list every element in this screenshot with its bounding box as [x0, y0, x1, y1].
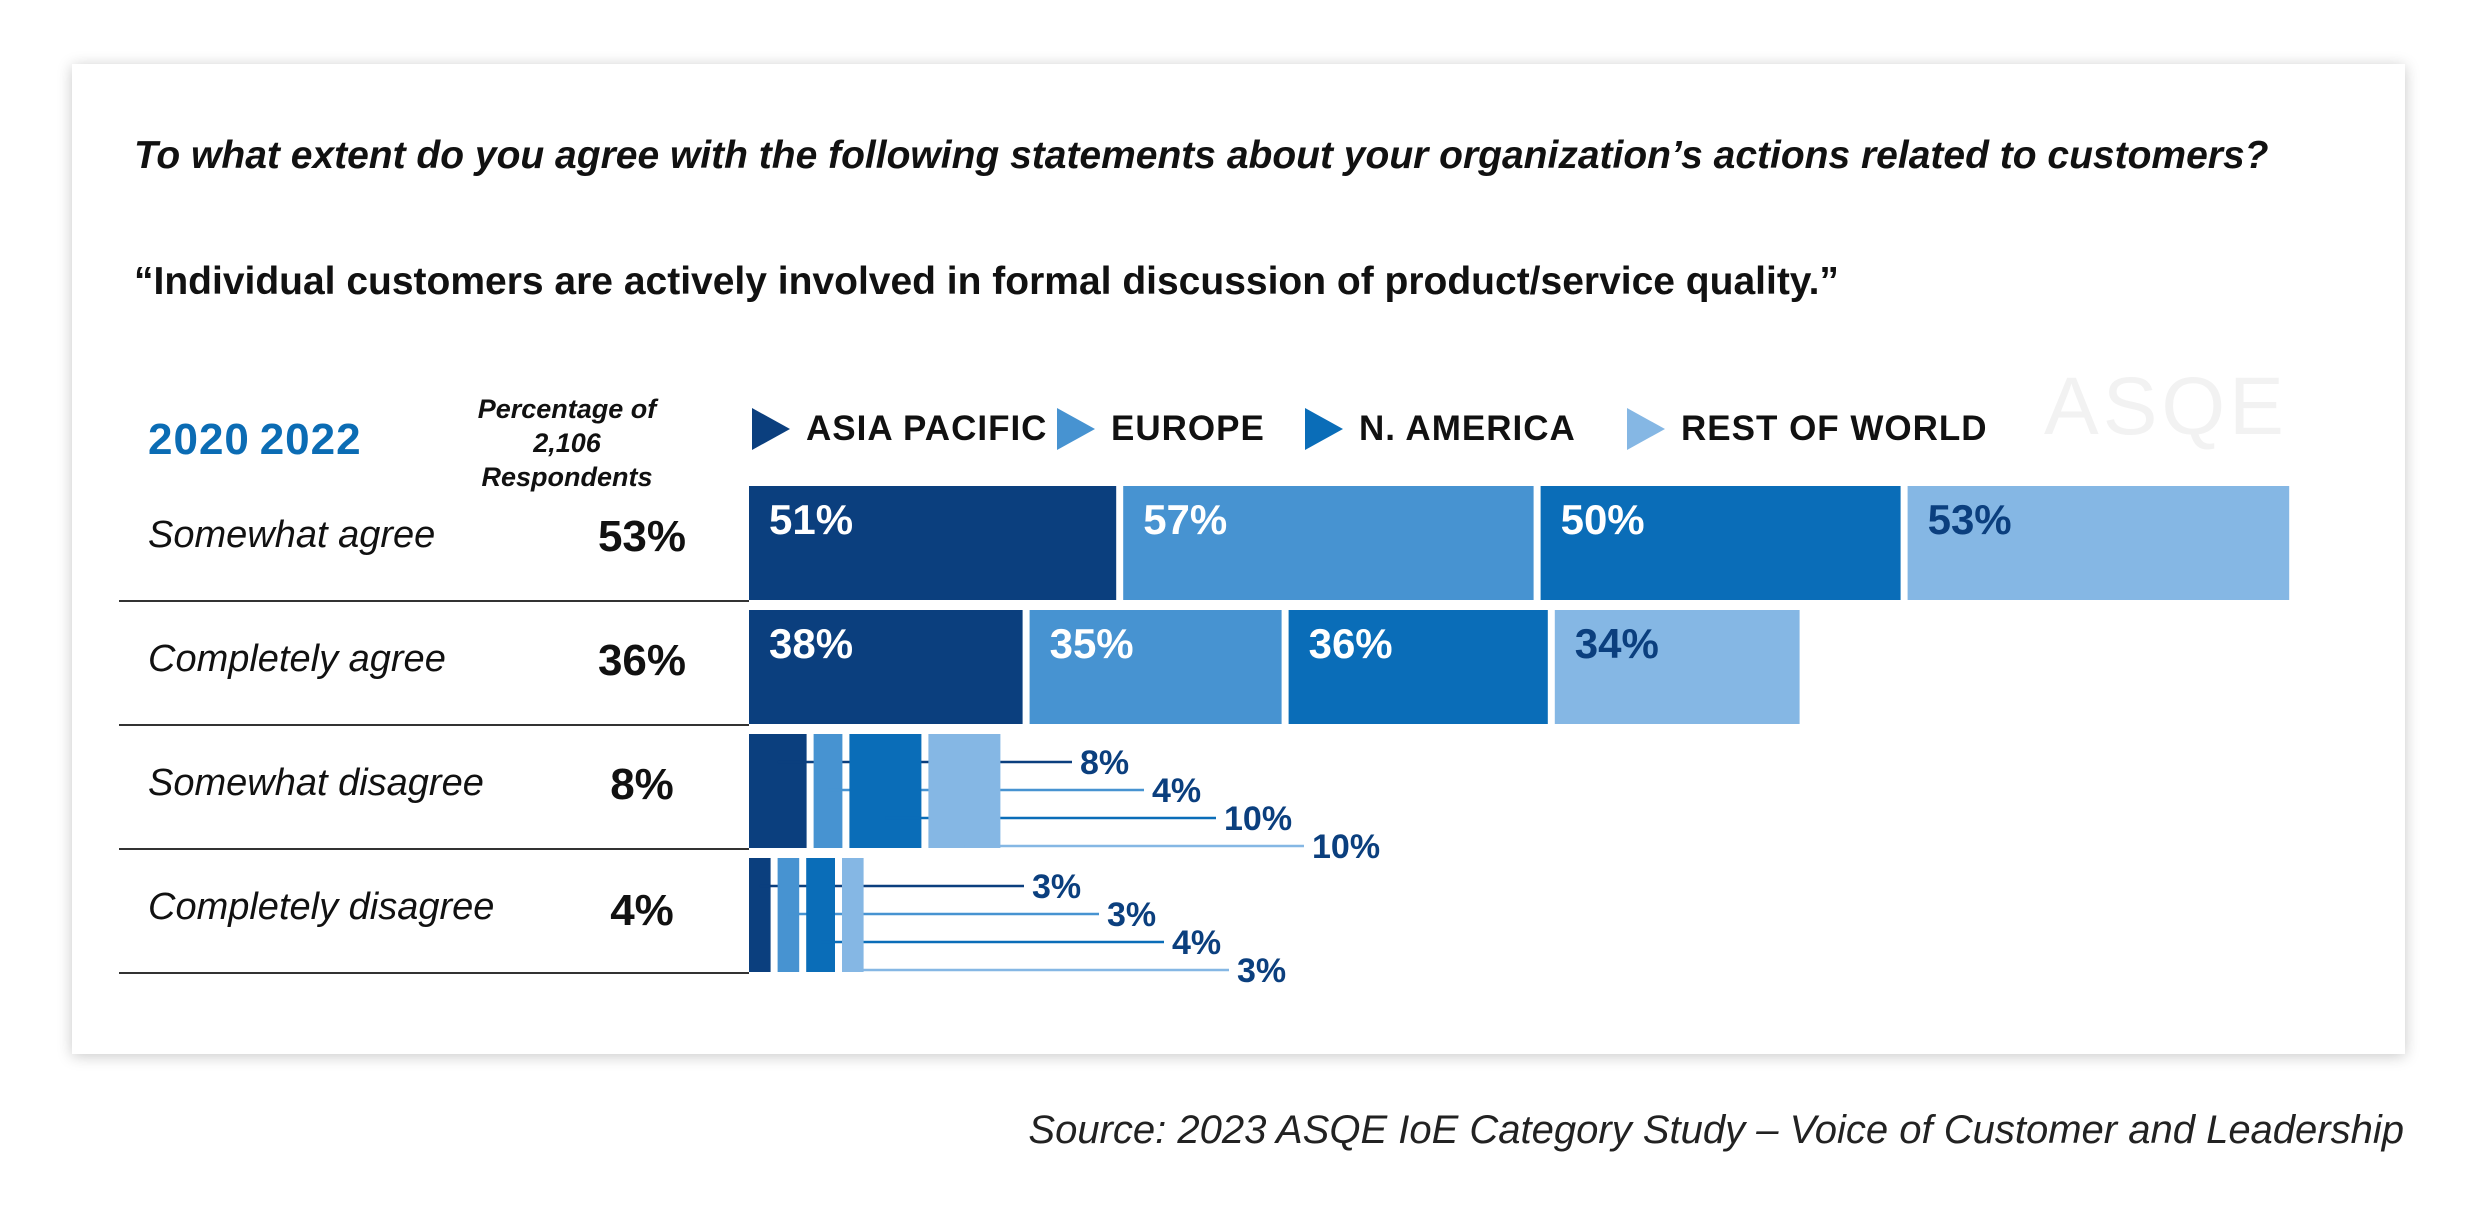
bar-completely-disagree-rest-of-world	[842, 858, 864, 972]
legend-rest-of-world: REST OF WORLD	[1627, 404, 1988, 454]
data-label: 10%	[1224, 800, 1292, 838]
chart-statement: “Individual customers are actively invol…	[134, 260, 1839, 303]
legend-label: EUROPE	[1111, 409, 1265, 448]
source-note: Source: 2023 ASQE IoE Category Study – V…	[1028, 1108, 2404, 1152]
row-label-completely-disagree: Completely disagree	[148, 886, 495, 928]
chart-question: To what extent do you agree with the fol…	[134, 134, 2269, 177]
triangle-icon	[1305, 408, 1343, 450]
row-label-somewhat-agree: Somewhat agree	[148, 514, 436, 556]
bar-completely-agree-rest-of-world	[1554, 610, 1800, 724]
data-label: 4%	[1152, 772, 1201, 810]
data-label: 3%	[1032, 868, 1081, 906]
row-divider	[119, 972, 749, 974]
data-label: 51%	[769, 496, 853, 543]
data-label: 53%	[1928, 496, 2012, 543]
row-total-somewhat-disagree: 8%	[610, 760, 674, 809]
legend-europe: EUROPE	[1057, 404, 1265, 454]
data-label: 36%	[1309, 620, 1393, 667]
row-divider	[119, 848, 749, 850]
row-divider	[119, 600, 749, 602]
data-label: 57%	[1143, 496, 1227, 543]
bar-completely-disagree-n-america	[806, 858, 835, 972]
data-label: 3%	[1237, 952, 1286, 990]
legend-label: REST OF WORLD	[1681, 409, 1988, 448]
bar-somewhat-agree-europe	[1123, 486, 1534, 600]
row-total-completely-disagree: 4%	[610, 886, 674, 935]
chart-card: To what extent do you agree with the fol…	[72, 64, 2405, 1054]
respondents-line-2: 2,106 Respondents	[481, 428, 653, 492]
legend-n-america: N. AMERICA	[1305, 404, 1576, 454]
watermark-logo: ASQE	[2044, 361, 2288, 452]
bar-completely-disagree-europe	[777, 858, 800, 972]
bar-somewhat-agree-asia-pacific	[749, 486, 1117, 600]
triangle-icon	[1627, 408, 1665, 450]
row-divider	[119, 724, 749, 726]
bar-completely-agree-n-america	[1288, 610, 1548, 724]
bar-completely-agree-europe	[1029, 610, 1282, 724]
data-label: 35%	[1050, 620, 1134, 667]
bar-somewhat-disagree-n-america	[849, 734, 922, 848]
triangle-icon	[752, 408, 790, 450]
legend-label: N. AMERICA	[1359, 409, 1576, 448]
legend-asia-pacific: ASIA PACIFIC	[752, 404, 1047, 454]
period-label: 2020 2022	[148, 415, 362, 464]
row-label-somewhat-disagree: Somewhat disagree	[148, 762, 484, 804]
bar-somewhat-disagree-rest-of-world	[928, 734, 1001, 848]
bar-completely-agree-asia-pacific	[749, 610, 1023, 724]
row-label-completely-agree: Completely agree	[148, 638, 446, 680]
bar-somewhat-agree-n-america	[1540, 486, 1901, 600]
data-label: 4%	[1172, 924, 1221, 962]
bar-plot: 51% 57% 50% 53% 38% 35% 36% 34% 8% 4% 10% 10% 3% 3% 4%…	[749, 486, 2290, 990]
data-label: 10%	[1312, 828, 1380, 866]
triangle-icon	[1057, 408, 1095, 450]
legend-label: ASIA PACIFIC	[806, 409, 1048, 448]
data-label: 50%	[1561, 496, 1645, 543]
bar-completely-disagree-asia-pacific	[749, 858, 771, 972]
respondents-line-1: Percentage of	[477, 394, 657, 424]
bar-somewhat-disagree-asia-pacific	[749, 734, 807, 848]
data-label: 38%	[769, 620, 853, 667]
data-label: 8%	[1080, 744, 1129, 782]
bar-somewhat-agree-rest-of-world	[1907, 486, 2290, 600]
data-label: 3%	[1107, 896, 1156, 934]
row-total-completely-agree: 36%	[597, 636, 687, 685]
respondents-label: Percentage of 2,106 Respondents	[452, 392, 682, 494]
data-label: 34%	[1575, 620, 1659, 667]
row-total-somewhat-agree: 53%	[597, 512, 687, 561]
